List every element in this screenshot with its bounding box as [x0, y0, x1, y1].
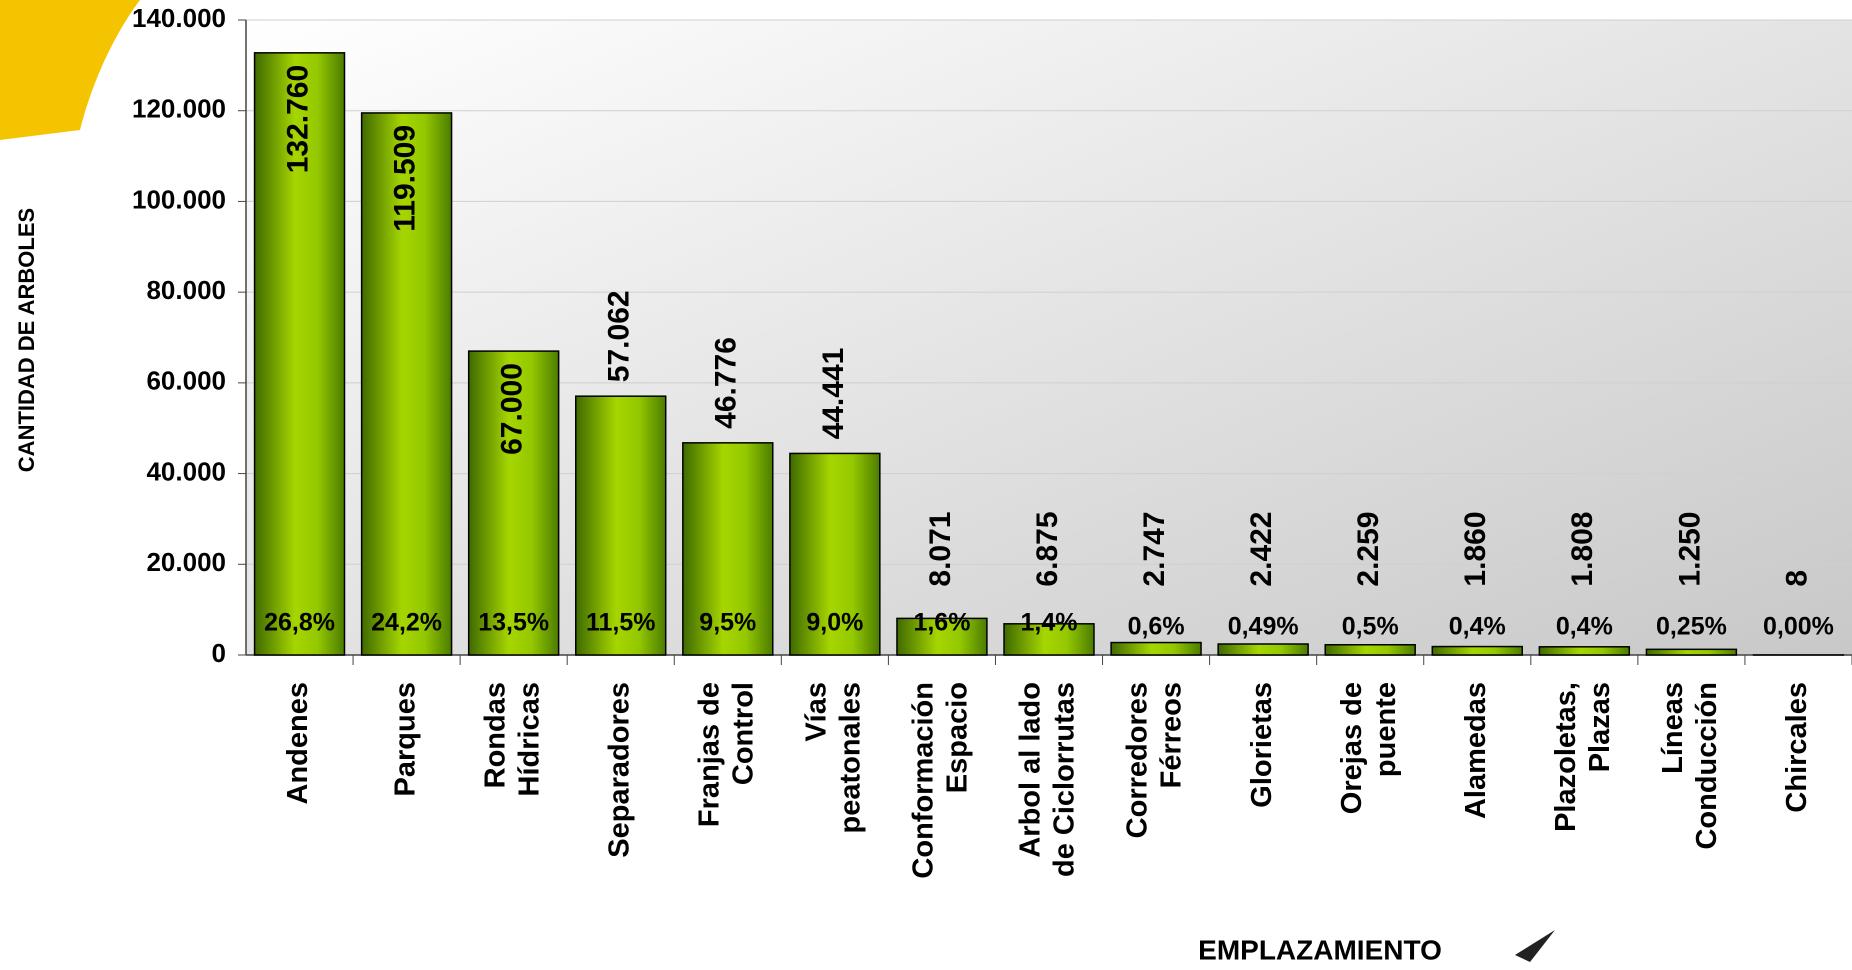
y-tick-label: 100.000 — [132, 184, 226, 214]
x-tick-label: Arbol al lado — [1015, 682, 1047, 858]
value-label: 8 — [1780, 570, 1813, 587]
x-tick-label: Franjas de — [693, 682, 725, 827]
bar — [1538, 646, 1631, 656]
value-label: 8.071 — [924, 511, 957, 586]
percent-label: 0,4% — [1449, 613, 1506, 641]
value-label: 67.000 — [496, 363, 529, 455]
y-tick-label: 140.000 — [132, 3, 226, 33]
value-label: 6.875 — [1031, 511, 1064, 586]
x-tick-label: Plazoletas, — [1550, 682, 1582, 832]
x-tick-label: Líneas — [1657, 682, 1689, 774]
x-tick-label: Orejas de — [1336, 682, 1368, 814]
value-label: 1.808 — [1566, 511, 1599, 586]
percent-label: 0,25% — [1656, 613, 1727, 641]
y-tick-label: 80.000 — [146, 275, 226, 305]
x-tick-label: Férreos — [1156, 682, 1188, 788]
x-tick-label: Corredores — [1122, 682, 1154, 838]
percent-label: 24,2% — [371, 609, 442, 637]
x-tick-label: Conducción — [1691, 682, 1723, 850]
value-label: 1.250 — [1673, 511, 1706, 586]
bar — [575, 395, 667, 656]
decoration — [0, 0, 140, 140]
y-tick-label: 40.000 — [146, 456, 226, 486]
value-label: 2.259 — [1352, 511, 1385, 586]
value-label: 1.860 — [1459, 511, 1492, 586]
bar — [1110, 641, 1202, 656]
value-label: 132.760 — [281, 65, 314, 173]
percent-label: 1,4% — [1021, 609, 1078, 637]
y-tick-label: 0 — [212, 638, 226, 668]
percent-label: 1,6% — [913, 609, 970, 637]
x-tick-label: Vías — [801, 682, 833, 742]
bar — [896, 617, 988, 656]
percent-label: 0,4% — [1556, 613, 1613, 641]
x-tick-label: Alamedas — [1460, 682, 1492, 819]
x-tick-label: Plazas — [1584, 682, 1616, 772]
value-label: 46.776 — [710, 337, 743, 429]
x-tick-label: Chircales — [1781, 682, 1813, 813]
x-tick-label: Glorietas — [1246, 682, 1278, 808]
bar — [1645, 648, 1738, 656]
bar — [1003, 623, 1095, 656]
bar — [682, 442, 774, 656]
value-label: 2.422 — [1245, 511, 1278, 586]
percent-label: 26,8% — [264, 609, 335, 637]
x-tick-label: Conformación — [908, 682, 940, 879]
y-tick-label: 120.000 — [132, 94, 226, 124]
decoration — [1515, 930, 1555, 962]
percent-label: 11,5% — [586, 609, 656, 637]
x-tick-label: Andenes — [282, 682, 314, 804]
x-tick-label: Separadores — [603, 682, 635, 858]
percent-label: 9,5% — [699, 609, 756, 637]
value-label: 57.062 — [603, 290, 636, 382]
value-label: 44.441 — [817, 348, 850, 440]
x-tick-label: Parques — [389, 682, 421, 796]
percent-label: 0,6% — [1128, 613, 1185, 641]
x-tick-label: de Ciclorrutas — [1049, 682, 1081, 877]
x-tick-label: Control — [727, 682, 759, 785]
x-tick-label: Espacio — [942, 682, 974, 793]
x-tick-label: Rondas — [479, 682, 511, 788]
value-label: 119.509 — [389, 125, 422, 232]
bar — [1217, 643, 1309, 656]
x-axis-label: EMPLAZAMIENTO — [1198, 934, 1442, 965]
x-tick-label: puente — [1370, 682, 1402, 777]
bar — [253, 52, 346, 656]
percent-label: 0,00% — [1763, 613, 1834, 641]
percent-label: 9,0% — [806, 609, 863, 637]
bar — [1324, 644, 1416, 656]
x-tick-label: Hídricas — [513, 682, 545, 796]
percent-label: 13,5% — [478, 609, 549, 637]
bar — [789, 452, 881, 656]
value-label: 2.747 — [1138, 511, 1171, 586]
y-axis-label: CANTIDAD DE ARBOLES — [14, 208, 39, 472]
bar — [360, 112, 453, 656]
percent-label: 0,49% — [1228, 613, 1299, 641]
bar — [1431, 645, 1523, 656]
bar — [467, 350, 560, 656]
x-tick-label: peatonales — [835, 682, 867, 834]
y-tick-label: 20.000 — [146, 547, 226, 577]
percent-label: 0,5% — [1342, 613, 1399, 641]
y-tick-label: 60.000 — [146, 366, 226, 396]
